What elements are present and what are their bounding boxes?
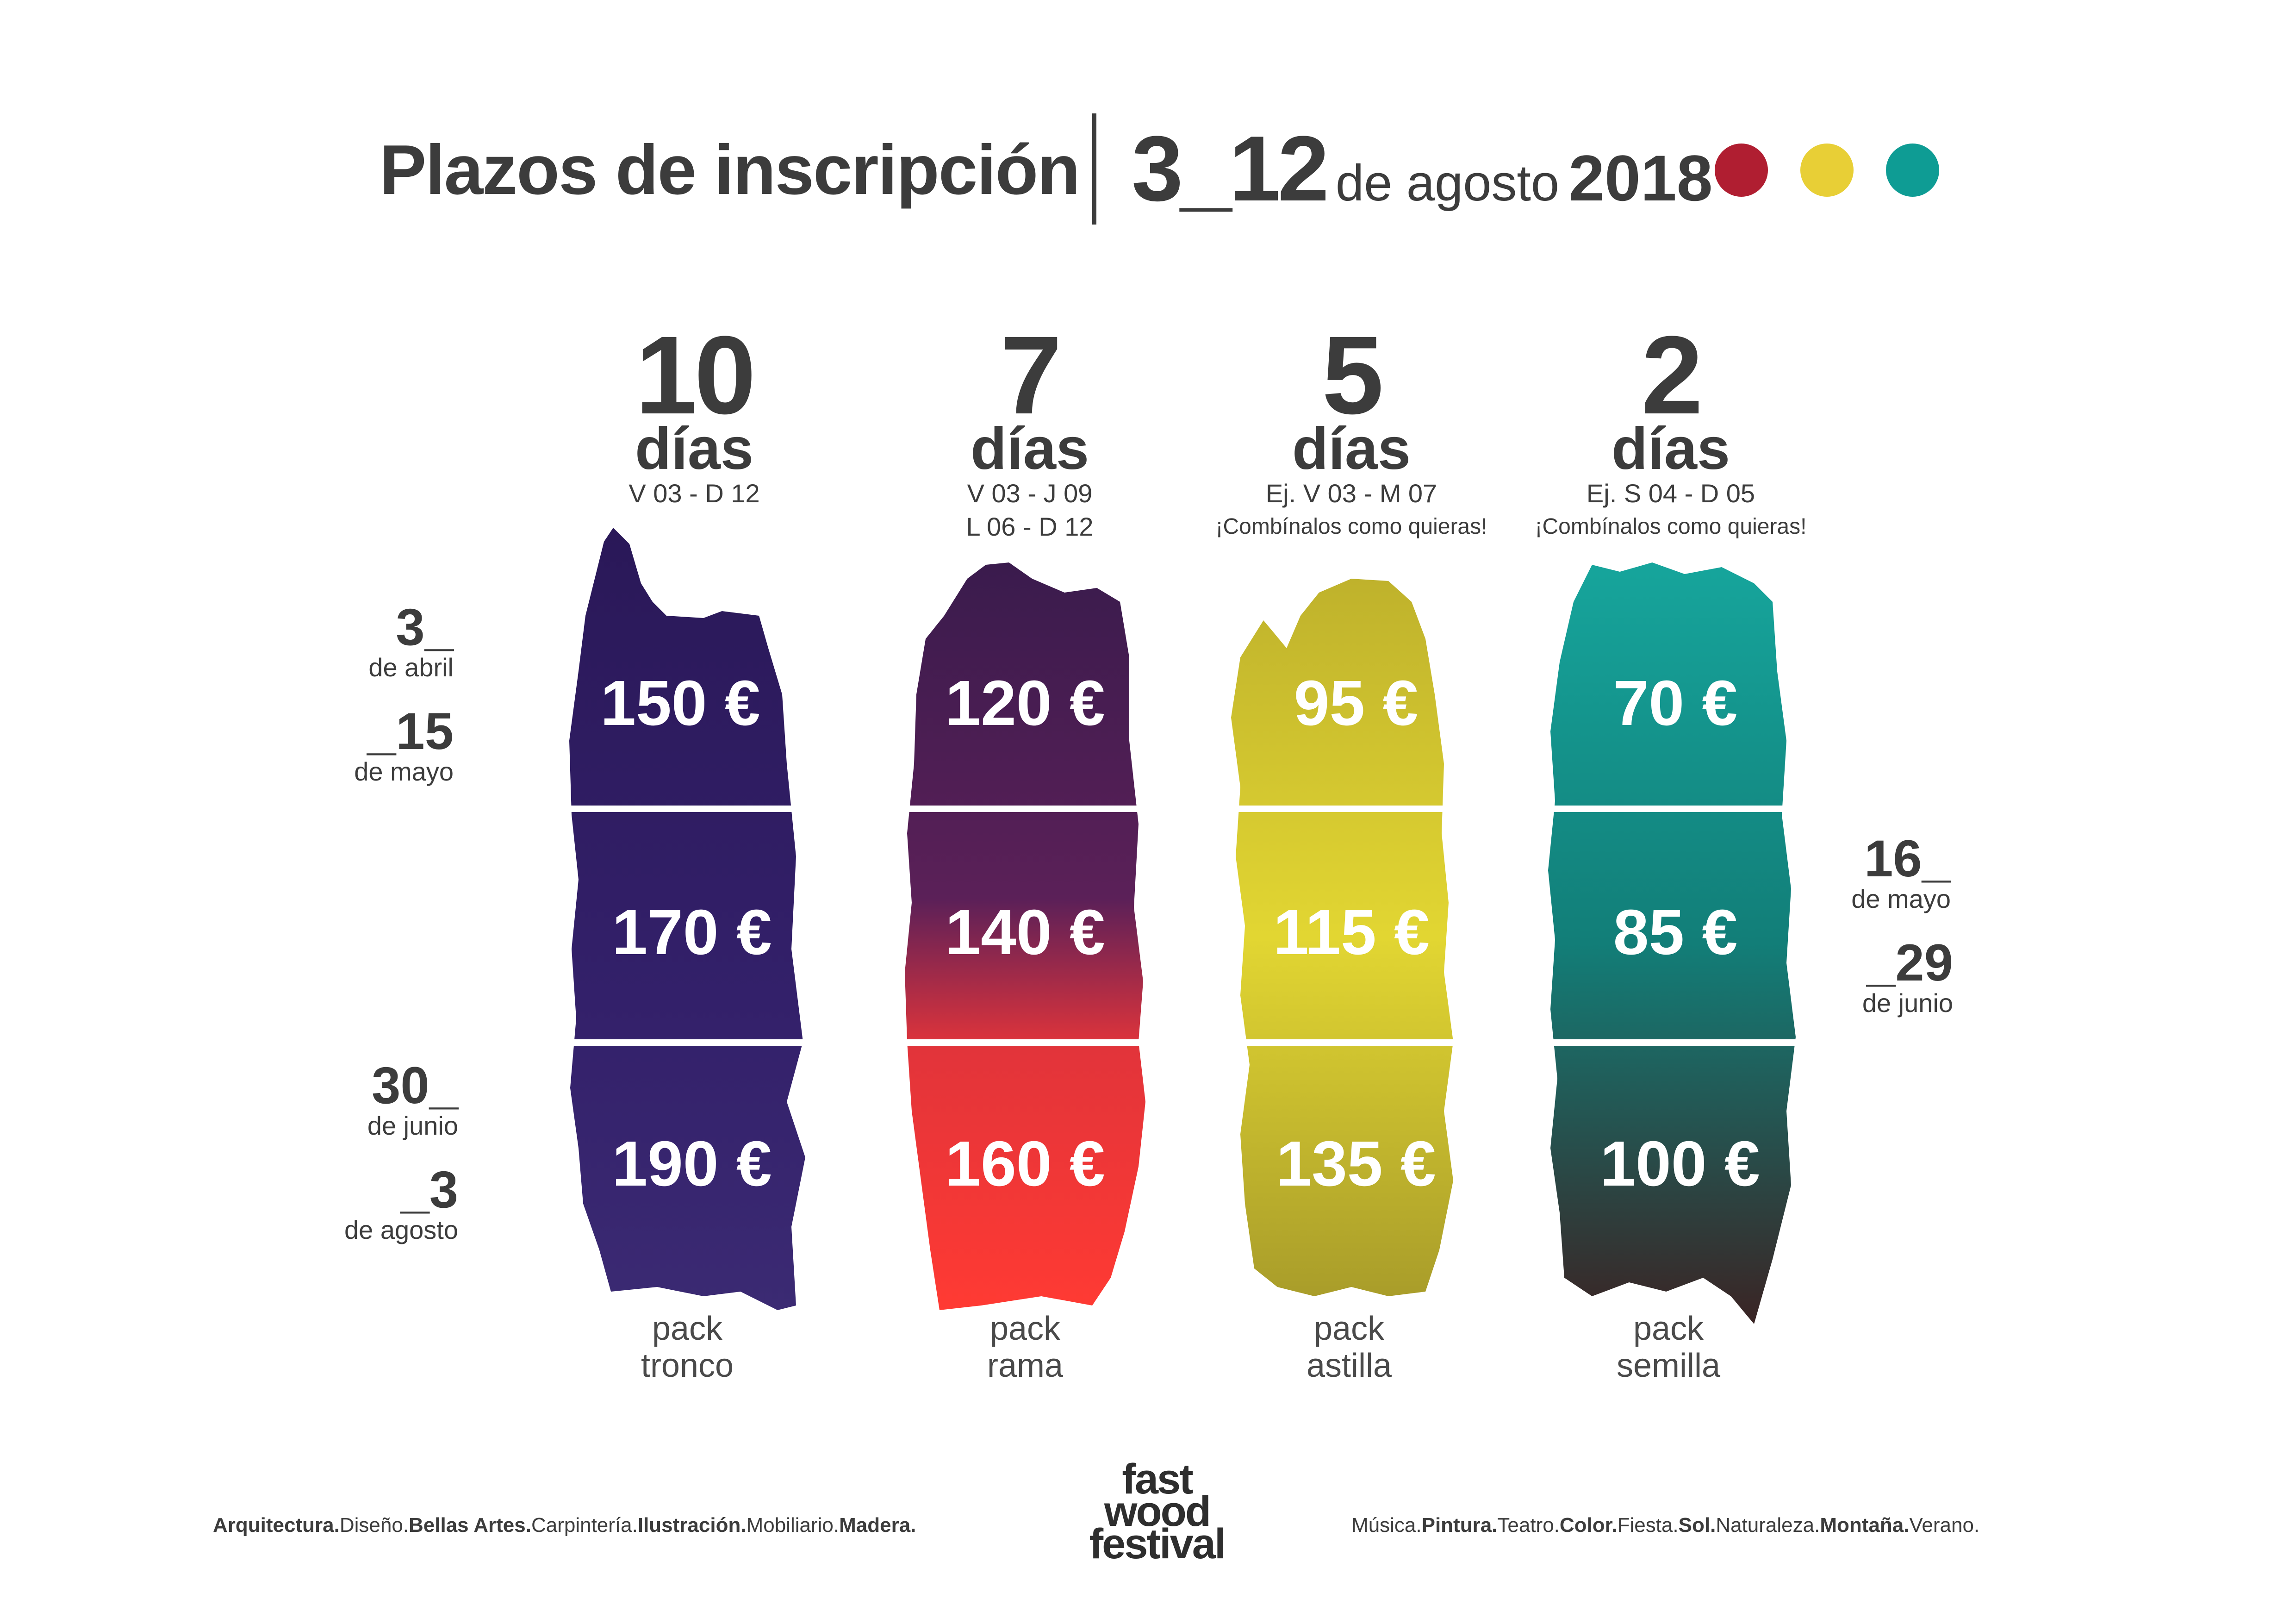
festival-dates: 3_12 de agosto 2018 xyxy=(1132,116,1713,222)
price-astilla-1: 95 € xyxy=(1294,668,1419,739)
brush-astilla xyxy=(1231,579,1453,1296)
logo-line-1: fast xyxy=(1122,1455,1194,1503)
pack-title: tronco xyxy=(641,1347,734,1384)
footer-word: Carpintería. xyxy=(531,1514,638,1537)
footer-word: Pintura. xyxy=(1421,1514,1498,1537)
period-month: de junio xyxy=(1862,988,1953,1018)
period-1-start: 3_ de abril xyxy=(315,598,454,682)
pack-title: semilla xyxy=(1616,1347,1721,1384)
period-3-start: 30_ de junio xyxy=(319,1060,458,1141)
period-month: de agosto xyxy=(344,1215,458,1244)
period-day: 16_ xyxy=(1864,830,1951,887)
period-day: _15 xyxy=(367,702,454,760)
column-header-rama: 7 días V 03 - J 09 L 06 - D 12 xyxy=(845,313,1215,543)
days-number: 10 xyxy=(635,313,756,437)
days-label: días xyxy=(970,416,1089,482)
combine-note: ¡Combínalos como quieras! xyxy=(1215,514,1487,539)
brush-rama xyxy=(905,562,1145,1310)
dates-range: 3_12 xyxy=(1132,117,1329,220)
price-semilla-3: 100 € xyxy=(1600,1128,1760,1199)
pack-name-astilla: pack astilla xyxy=(1233,1310,1465,1384)
footer-word: Montaña. xyxy=(1820,1514,1910,1537)
column-header-semilla: 2 días Ej. S 04 - D 05 ¡Combínalos como … xyxy=(1486,313,1856,543)
period-3-end: _3 de agosto xyxy=(319,1164,458,1245)
dates-month: de agosto xyxy=(1335,155,1560,212)
footer-word: Arquitectura. xyxy=(213,1514,340,1537)
days-label: días xyxy=(635,416,754,482)
logo-line-2: wood xyxy=(1104,1488,1211,1535)
price-semilla-1: 70 € xyxy=(1613,668,1738,739)
period-2-start: 16_ de mayo xyxy=(1812,833,1951,914)
period-month: de mayo xyxy=(354,757,454,786)
price-tronco-1: 150 € xyxy=(600,668,760,739)
days-range: V 03 - D 12 xyxy=(628,479,760,508)
days-range: V 03 - J 09 xyxy=(967,479,1093,508)
footer-word: Bellas Artes. xyxy=(409,1514,531,1537)
separator-band-2 xyxy=(555,1039,1805,1046)
pack-label: pack xyxy=(1633,1310,1704,1347)
pack-name-rama: pack rama xyxy=(909,1310,1141,1384)
period-month: de junio xyxy=(367,1111,458,1140)
period-day: _3 xyxy=(400,1161,458,1218)
festival-logo: fast wood festival xyxy=(1074,1455,1240,1568)
footer-word: Color. xyxy=(1559,1514,1618,1537)
pack-label: pack xyxy=(652,1310,723,1347)
footer-word: Naturaleza. xyxy=(1716,1514,1820,1537)
period-2-end: _29 de junio xyxy=(1814,937,1953,1018)
price-rama-3: 160 € xyxy=(945,1128,1105,1199)
footer-word: Verano. xyxy=(1909,1514,1980,1537)
footer-word: Diseño. xyxy=(339,1514,409,1537)
days-example: Ej. S 04 - D 05 xyxy=(1586,479,1755,508)
column-header-tronco: 10 días V 03 - D 12 xyxy=(509,313,879,510)
period-day: 3_ xyxy=(396,598,454,656)
price-astilla-3: 135 € xyxy=(1276,1128,1436,1199)
yellow-dot xyxy=(1800,144,1854,197)
red-dot xyxy=(1715,144,1768,197)
pack-label: pack xyxy=(1313,1310,1385,1347)
period-month: de mayo xyxy=(1851,884,1951,913)
days-number: 7 xyxy=(1000,313,1062,437)
page-title: Plazos de inscripción xyxy=(380,131,1080,209)
dates-year: 2018 xyxy=(1568,142,1713,214)
footer-word: Música. xyxy=(1351,1514,1422,1537)
period-month: de abril xyxy=(368,653,454,682)
footer-word: Mobiliario. xyxy=(746,1514,840,1537)
days-label: días xyxy=(1611,416,1730,482)
days-range-alt: L 06 - D 12 xyxy=(966,512,1094,541)
footer-word: Fiesta. xyxy=(1617,1514,1679,1537)
separator-band-1 xyxy=(555,806,1805,812)
pack-title: rama xyxy=(987,1347,1064,1384)
footer-word: Sol. xyxy=(1678,1514,1716,1537)
days-number: 5 xyxy=(1322,313,1383,437)
footer-word: Madera. xyxy=(839,1514,916,1537)
price-semilla-2: 85 € xyxy=(1613,897,1738,968)
column-header-astilla: 5 días Ej. V 03 - M 07 ¡Combínalos como … xyxy=(1166,313,1537,543)
logo-line-3: festival xyxy=(1089,1520,1226,1568)
brush-tronco xyxy=(569,528,805,1310)
header-divider xyxy=(1092,113,1096,225)
footer-word: Teatro. xyxy=(1497,1514,1560,1537)
footer-word: Ilustración. xyxy=(637,1514,747,1537)
footer-disciplines: Arquitectura.Diseño.Bellas Artes.Carpint… xyxy=(213,1514,916,1537)
pack-name-semilla: pack semilla xyxy=(1553,1310,1784,1384)
period-day: _29 xyxy=(1867,934,1953,992)
days-example: Ej. V 03 - M 07 xyxy=(1265,479,1437,508)
price-astilla-2: 115 € xyxy=(1273,897,1430,968)
price-rama-2: 140 € xyxy=(945,897,1105,968)
price-tronco-3: 190 € xyxy=(612,1128,772,1199)
combine-note: ¡Combínalos como quieras! xyxy=(1535,514,1807,539)
period-1-end: _15 de mayo xyxy=(315,706,454,787)
pack-title: astilla xyxy=(1306,1347,1392,1384)
teal-dot xyxy=(1886,144,1939,197)
footer-activities: Música.Pintura.Teatro.Color.Fiesta.Sol.N… xyxy=(1351,1514,1979,1537)
pack-name-tronco: pack tronco xyxy=(572,1310,803,1384)
period-day: 30_ xyxy=(372,1056,458,1114)
price-tronco-2: 170 € xyxy=(612,897,772,968)
pack-label: pack xyxy=(989,1310,1061,1347)
price-rama-1: 120 € xyxy=(945,668,1105,739)
days-label: días xyxy=(1292,416,1411,482)
days-number: 2 xyxy=(1641,313,1703,437)
brush-semilla xyxy=(1548,562,1796,1324)
